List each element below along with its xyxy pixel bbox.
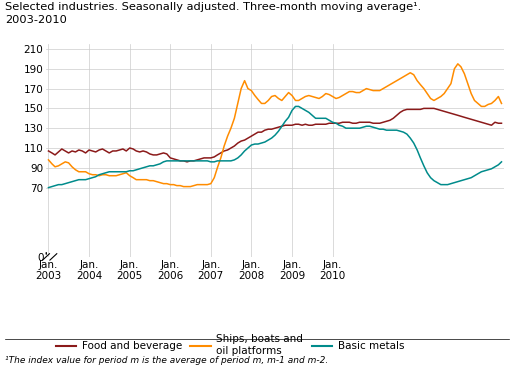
Legend: Food and beverage, Ships, boats and
oil platforms, Basic metals: Food and beverage, Ships, boats and oil … (51, 330, 408, 360)
Text: Selected industries. Seasonally adjusted. Three-month moving average¹.
2003-2010: Selected industries. Seasonally adjusted… (5, 2, 421, 25)
Text: ¹The index value for period m is the average of period m, m-1 and m-2.: ¹The index value for period m is the ave… (5, 356, 328, 365)
